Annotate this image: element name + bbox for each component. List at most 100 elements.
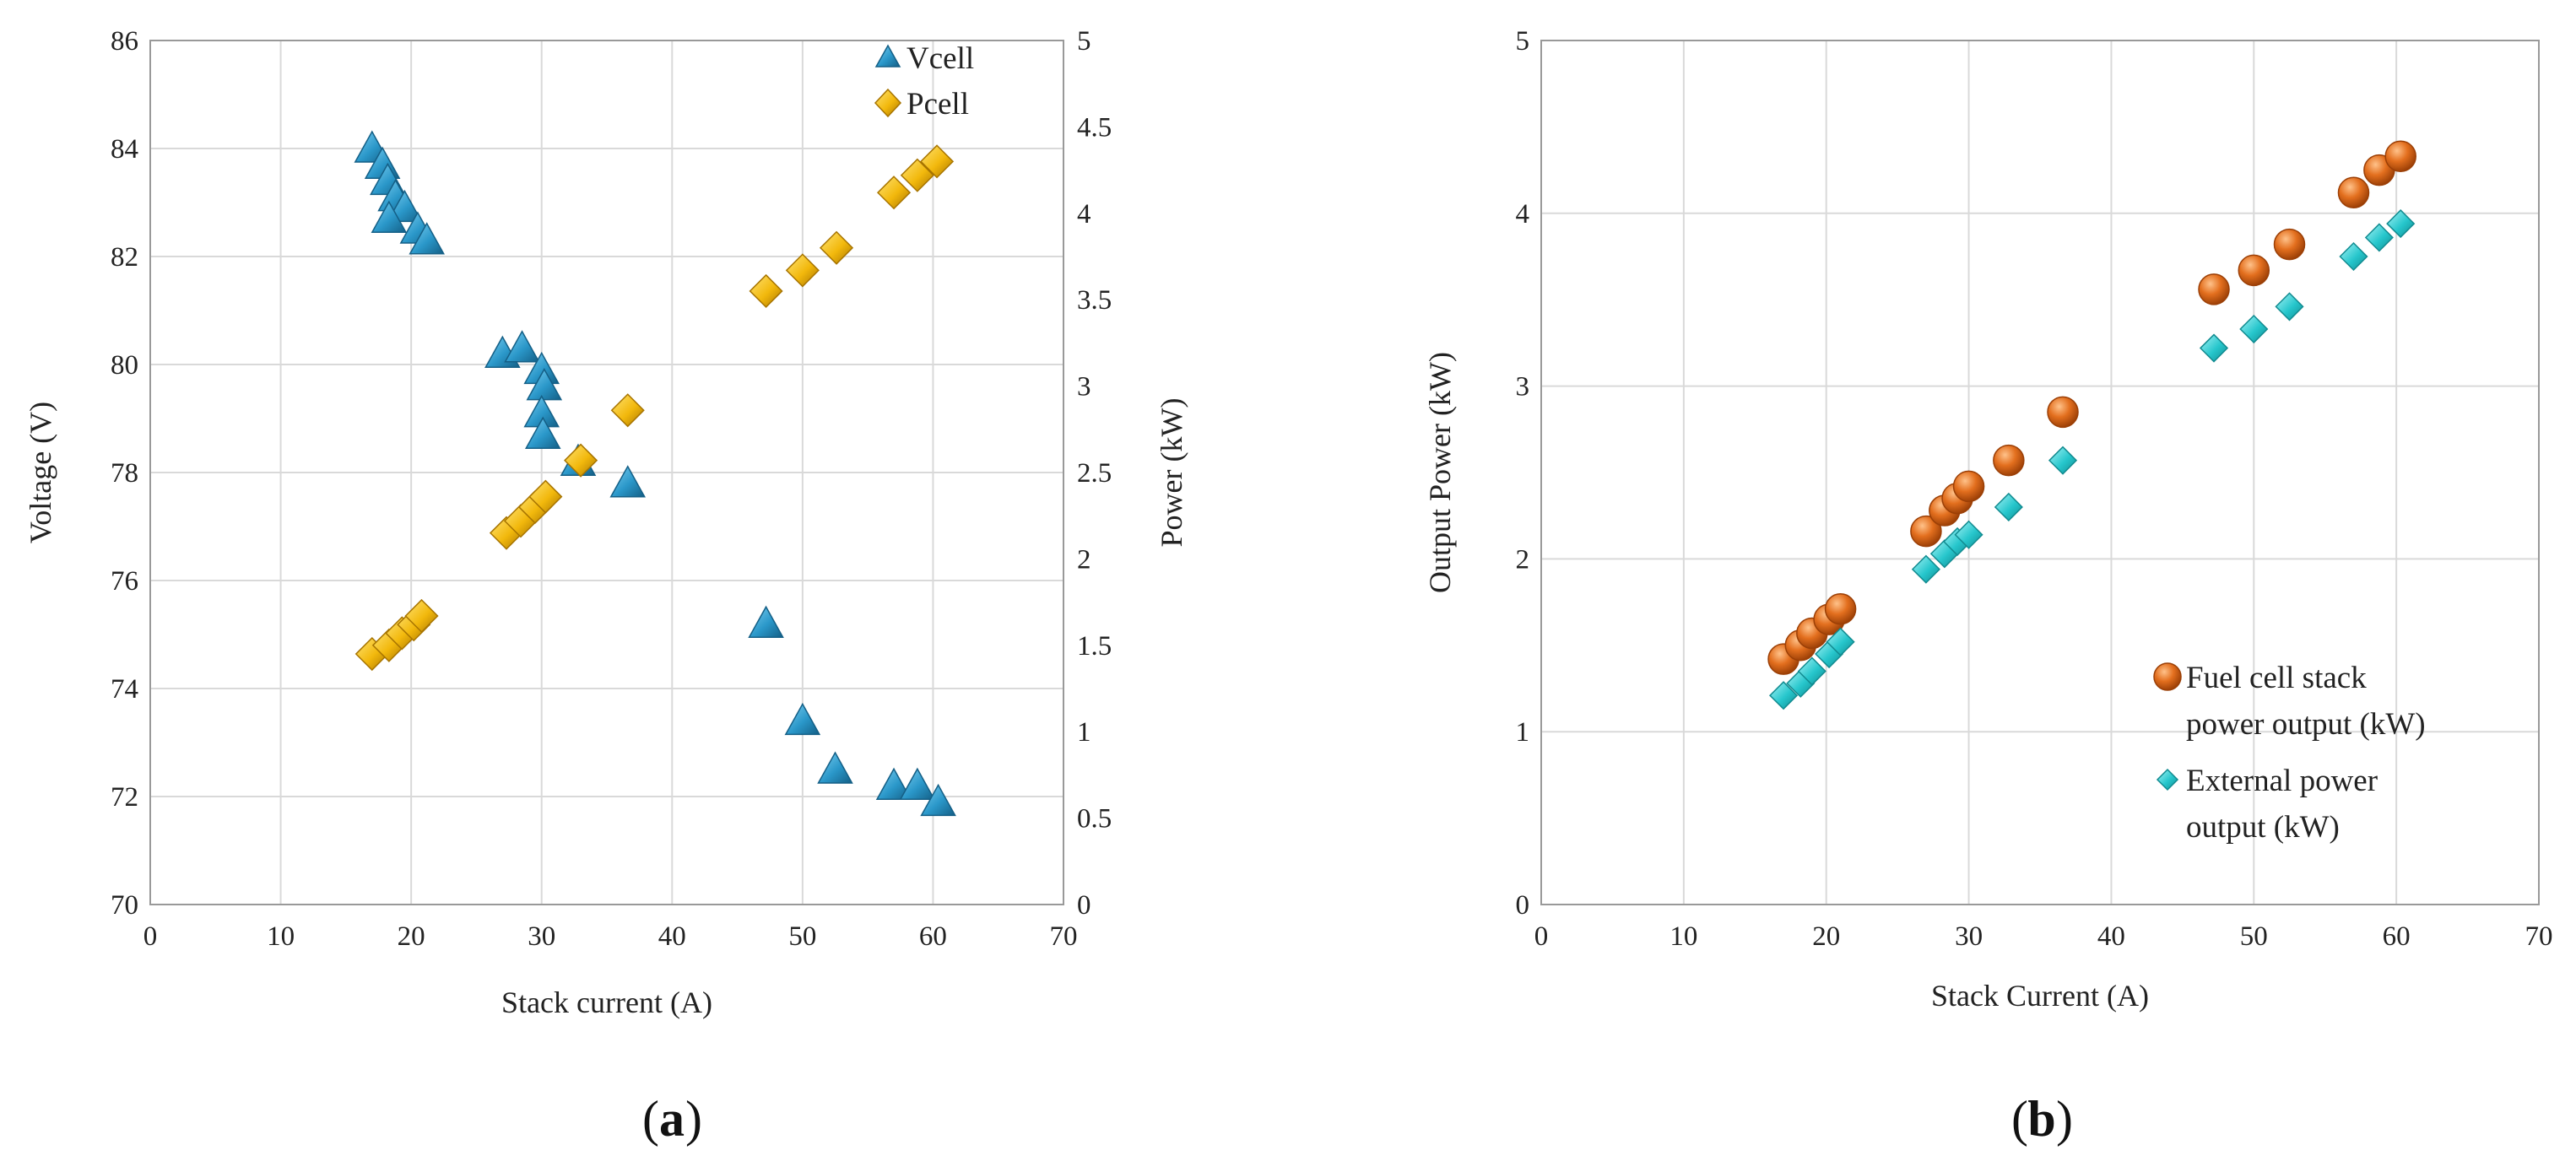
panel-a-series-0-point [899, 767, 936, 800]
panel-b-x-tick: 0 [1534, 921, 1549, 952]
panel-b-x-tick: 60 [2383, 921, 2411, 952]
panel-a-y-right-tick: 1.5 [1077, 631, 1112, 662]
panel-a-x-tick: 70 [1050, 921, 1078, 952]
panel-b-series-0-point [1993, 444, 2025, 477]
legend-vcell-marker [874, 44, 901, 68]
panel-a-y-right-axis-title: Power (kW) [1155, 398, 1188, 548]
panel-b-series-0-point [1910, 515, 1942, 548]
panel-b-y-tick: 3 [1516, 372, 1530, 402]
panel-a-y-tick: 72 [111, 782, 138, 813]
panel-a-y-right-tick: 3 [1077, 372, 1091, 402]
panel-b-x-tick: 50 [2240, 921, 2268, 952]
panel-a-series-1-point [749, 273, 783, 309]
panel-a-y-tick: 80 [111, 350, 138, 381]
panel-b-chart: 0 10 20 30 40 50 60 70 0 1 2 3 4 5 Stack Current (A)… [1423, 26, 2553, 1013]
panel-a-x-tick: 20 [398, 921, 425, 952]
legend-stack-power-label-line1: Fuel cell stack [2186, 661, 2367, 695]
legend-external-power-label-line1: External power [2186, 764, 2378, 798]
legend-external-power-marker [2156, 768, 2179, 791]
legend-external-power-label-line2: output (kW) [2186, 810, 2340, 845]
panel-a-series-0-point [784, 702, 821, 736]
panel-a-series-1-point [564, 443, 598, 478]
panel-b-series-1-point [1954, 520, 1983, 549]
panel-b-series-1-point [1797, 656, 1826, 686]
panel-a-legend: Vcell Pcell [874, 41, 974, 122]
panel-b-series-0-point [2198, 273, 2230, 305]
panel-a-plot-area [149, 40, 1064, 905]
panel-b-series-1-point [2386, 209, 2416, 239]
panel-b-legend: Fuel cell stack power output (kW) Extern… [2153, 661, 2426, 845]
panel-a-y-tick: 70 [111, 890, 138, 921]
svg-text:(: ( [642, 1091, 659, 1147]
panel-b-series-1-point [1768, 681, 1799, 710]
panel-a-y-tick: 84 [111, 134, 138, 165]
panel-a-y-right-tick: 4 [1077, 199, 1091, 230]
panel-a-series-0-point [920, 783, 956, 817]
caption-b-letter: b [2027, 1091, 2055, 1147]
panel-a-series-0-point [526, 368, 563, 401]
svg-text:): ) [685, 1091, 702, 1147]
panel-b-y-tick: 1 [1516, 717, 1530, 748]
panel-a-x-tick: 40 [658, 921, 686, 952]
panel-b-y-tick: 5 [1516, 26, 1530, 57]
panel-a-y-right-tick: 2.5 [1077, 458, 1112, 489]
panel-b-series-1-point [2275, 292, 2304, 321]
panel-a-y-tick: 86 [111, 26, 138, 57]
panel-b-x-tick: 40 [2097, 921, 2125, 952]
panel-a-y-tick: 74 [111, 674, 138, 705]
panel-b-y-tick-labels: 0 1 2 3 4 5 [1516, 26, 1530, 921]
panel-b-series-1-point [2364, 223, 2394, 252]
panel-a-y-axis-title: Voltage (V) [24, 402, 57, 543]
panel-b-x-tick: 30 [1955, 921, 1983, 952]
panel-a-series-0-point [748, 605, 784, 638]
panel-b-series-1-point [2048, 446, 2078, 475]
panel-a-x-tick: 50 [788, 921, 816, 952]
panel-b-series-0-point [1824, 593, 1857, 625]
panel-a-y-tick: 76 [111, 566, 138, 597]
panel-a-series-0-point [409, 222, 445, 255]
panel-b-series-0-point [2047, 396, 2079, 429]
panel-a-y-right-tick: 0.5 [1077, 804, 1112, 834]
panel-a-series-0-point [504, 330, 540, 363]
panel-b-series-0-point [1952, 470, 1985, 503]
panel-b-x-tick: 20 [1812, 921, 1840, 952]
panel-a-y-right-tick: 2 [1077, 544, 1091, 575]
legend-stack-power-label-line2: power output (kW) [2186, 707, 2426, 742]
panel-a-x-tick: 10 [267, 921, 295, 952]
panel-a-series-1-point [785, 253, 820, 288]
caption-a-letter: a [659, 1091, 685, 1147]
panel-b-series-1-point [1994, 492, 2023, 522]
panel-b-series-0-point [2337, 176, 2370, 208]
panel-a-x-tick: 0 [143, 921, 158, 952]
panel-b-series-0-point [2273, 228, 2306, 261]
legend-pcell-marker [874, 88, 902, 118]
panel-a-y-right-tick: 5 [1077, 26, 1091, 57]
panel-a-series-0-point [817, 751, 853, 784]
legend-stack-power-marker [2153, 662, 2182, 691]
panel-a-x-tick: 60 [919, 921, 947, 952]
panel-a-series-0-point [875, 767, 912, 800]
panel-b-x-tick-labels: 0 10 20 30 40 50 60 70 [1534, 921, 2553, 952]
panel-b-x-tick: 10 [1670, 921, 1697, 952]
panel-a-series-1-point [876, 176, 912, 210]
panel-a-y-tick: 82 [111, 242, 138, 273]
caption-a: ( a ) [642, 1091, 702, 1147]
panel-a-x-tick: 30 [528, 921, 555, 952]
panel-b-y-tick: 0 [1516, 890, 1530, 921]
panel-b-y-tick: 4 [1516, 199, 1530, 230]
panel-a-series-1-point [819, 230, 854, 265]
panel-a-series-1-point [528, 479, 563, 514]
panel-b-data-points [1767, 140, 2416, 710]
legend-pcell-label: Pcell [906, 87, 969, 122]
panel-b-series-0-point [2238, 254, 2270, 287]
panel-a-chart: 0 10 20 30 40 50 60 70 70 72 74 76 78 80 82 84 86 0 0.5 1… [24, 26, 1188, 1019]
panel-b-y-axis-title: Output Power (kW) [1423, 352, 1457, 593]
panel-a-series-0-point [609, 465, 647, 498]
panel-a-y-right-tick-labels: 0 0.5 1 1.5 2 2.5 3 3.5 4 4.5 5 [1077, 26, 1112, 921]
panel-b-x-axis-title: Stack Current (A) [1931, 979, 2149, 1013]
panel-b-series-1-point [2339, 241, 2368, 272]
panel-b-plot-area [1540, 40, 2540, 905]
panel-b-x-tick: 70 [2525, 921, 2553, 952]
panel-a-x-tick-labels: 0 10 20 30 40 50 60 70 [143, 921, 1078, 952]
